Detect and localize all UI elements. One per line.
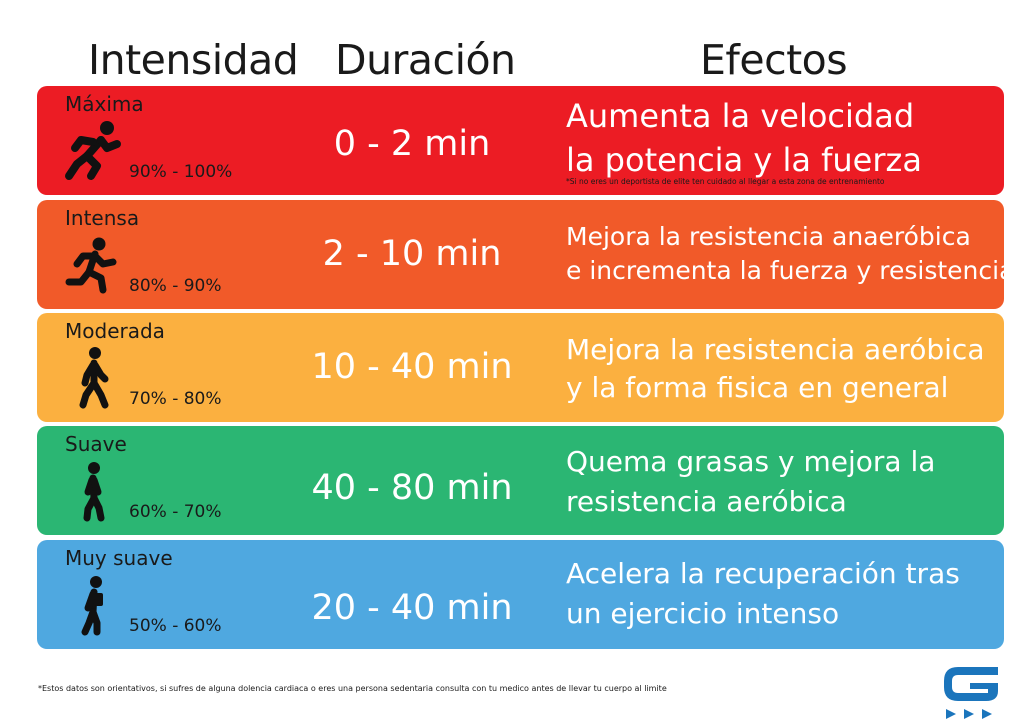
zone-duration: 40 - 80 min <box>311 468 513 508</box>
zone-effect-line: Acelera la recuperación tras <box>566 557 960 590</box>
zone-effect-line: resistencia aeróbica <box>566 485 847 518</box>
zone-effect: Quema grasas y mejora la resistencia aer… <box>566 442 935 522</box>
slow-walking-person-icon <box>81 576 103 636</box>
walking-person-icon <box>83 462 105 522</box>
sprinting-person-icon <box>65 121 121 180</box>
zone-warning-note: *Si no eres un deportista de elite ten c… <box>566 177 885 186</box>
zone-effect-line: Quema grasas y mejora la <box>566 445 936 478</box>
zone-percent-label: 60% - 70% <box>129 502 222 522</box>
zone-effect: Aumenta la velocidad la potencia y la fu… <box>566 94 922 182</box>
zone-duration: 20 - 40 min <box>311 588 513 628</box>
zone-effect-line: la potencia y la fuerza <box>566 141 922 179</box>
zone-duration: 2 - 10 min <box>322 234 502 274</box>
zone-level-label: Suave <box>65 432 127 456</box>
zone-percent-label: 80% - 90% <box>129 276 222 296</box>
zone-effect-line: un ejercicio intenso <box>566 597 840 630</box>
running-person-icon <box>65 237 117 294</box>
zone-row-moderada: Moderada 70% - 80% 10 - 40 min Mejora la… <box>37 313 1004 422</box>
header-duration: Duración <box>335 36 516 84</box>
zone-effect: Mejora la resistencia anaeróbica e incre… <box>566 220 1014 288</box>
header-effects: Efectos <box>700 36 848 84</box>
zone-row-suave: Suave 60% - 70% 40 - 80 min Quema grasas… <box>37 426 1004 535</box>
zone-effect: Acelera la recuperación tras un ejercici… <box>566 554 960 634</box>
zone-level-label: Máxima <box>65 92 144 116</box>
zone-effect-line: e incrementa la fuerza y resistencia <box>566 256 1015 285</box>
brisk-walking-person-icon <box>79 347 109 409</box>
zone-row-intensa: Intensa 80% - 90% 2 - 10 min Mejora la r… <box>37 200 1014 309</box>
zone-row-muy-suave: Muy suave 50% - 60% 20 - 40 min Acelera … <box>37 540 1004 649</box>
zone-duration: 10 - 40 min <box>311 347 513 387</box>
zone-effect-line: Mejora la resistencia aeróbica <box>566 333 985 366</box>
zone-effect: Mejora la resistencia aeróbica y la form… <box>566 331 984 407</box>
g-brand-logo-icon <box>944 667 998 719</box>
zone-percent-label: 50% - 60% <box>129 616 222 636</box>
zone-level-label: Intensa <box>65 206 140 230</box>
zone-percent-label: 90% - 100% <box>129 162 233 182</box>
zone-effect-line: Mejora la resistencia anaeróbica <box>566 222 971 251</box>
header-intensity: Intensidad <box>88 36 299 84</box>
zone-row-maxima: Máxima 90% - 100% 0 - 2 min Aumenta la v… <box>37 86 1004 195</box>
zone-level-label: Muy suave <box>65 546 173 570</box>
zone-effect-line: Aumenta la velocidad <box>566 97 915 135</box>
disclaimer-footnote: *Estos datos son orientativos, si sufres… <box>38 684 667 693</box>
zone-duration: 0 - 2 min <box>333 124 491 164</box>
zone-percent-label: 70% - 80% <box>129 389 222 409</box>
zone-effect-line: y la forma fisica en general <box>566 371 949 404</box>
zone-level-label: Moderada <box>65 319 165 343</box>
